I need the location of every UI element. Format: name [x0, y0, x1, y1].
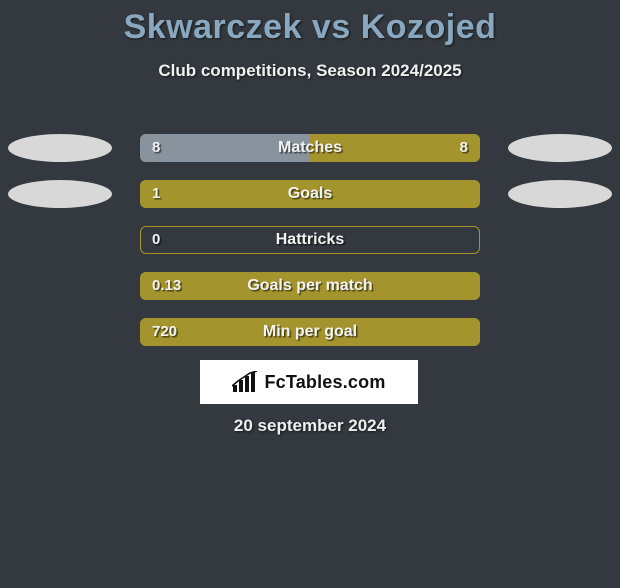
stat-row: 0Hattricks — [0, 218, 620, 264]
bar-chart-icon — [232, 371, 258, 393]
stat-bar-track — [140, 272, 480, 300]
stat-value-left: 0 — [152, 226, 160, 254]
stat-value-left: 1 — [152, 180, 160, 208]
stat-value-left: 720 — [152, 318, 177, 346]
stat-bar-right — [140, 180, 480, 208]
stat-row: 1Goals — [0, 172, 620, 218]
stat-bar-right — [310, 134, 480, 162]
stat-row: 0.13Goals per match — [0, 264, 620, 310]
stat-bar-track — [140, 134, 480, 162]
stat-bar-right — [140, 318, 480, 346]
player-right-marker — [508, 134, 612, 162]
snapshot-date: 20 september 2024 — [0, 416, 620, 436]
logo-text: FcTables.com — [264, 372, 385, 393]
stat-bar-track — [140, 318, 480, 346]
subtitle: Club competitions, Season 2024/2025 — [0, 61, 620, 81]
fctables-logo[interactable]: FcTables.com — [200, 360, 418, 404]
stat-value-left: 0.13 — [152, 272, 181, 300]
player-left-marker — [8, 180, 112, 208]
stat-value-right: 8 — [460, 134, 468, 162]
stat-row: 720Min per goal — [0, 310, 620, 356]
page-title: Skwarczek vs Kozojed — [0, 8, 620, 47]
stat-bar-left — [140, 134, 310, 162]
stat-bar-track — [140, 226, 480, 254]
stat-value-left: 8 — [152, 134, 160, 162]
player-right-marker — [508, 180, 612, 208]
stat-row: 88Matches — [0, 126, 620, 172]
stat-bar-track — [140, 180, 480, 208]
comparison-chart: 88Matches1Goals0Hattricks0.13Goals per m… — [0, 126, 620, 356]
stat-bar-right — [140, 272, 480, 300]
player-left-marker — [8, 134, 112, 162]
